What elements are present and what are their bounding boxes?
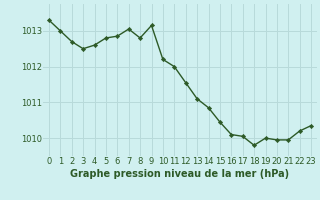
X-axis label: Graphe pression niveau de la mer (hPa): Graphe pression niveau de la mer (hPa) [70,169,290,179]
